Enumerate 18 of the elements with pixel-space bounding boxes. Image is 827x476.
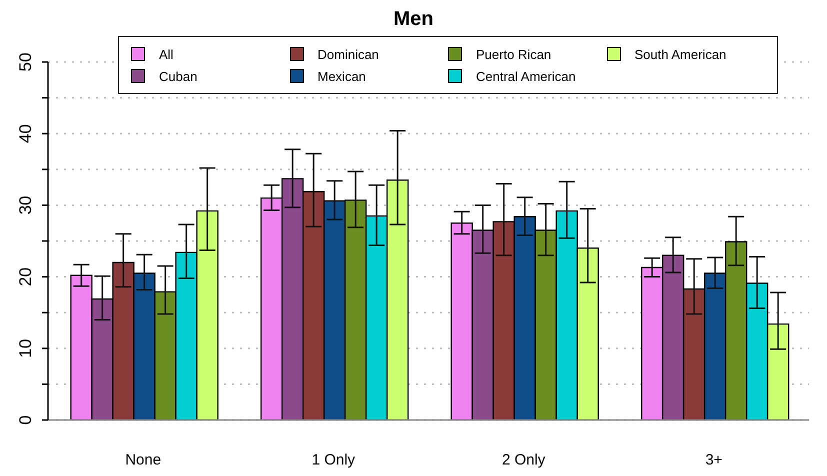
legend-label: Cuban (159, 68, 198, 84)
x-tick-label: 3+ (705, 452, 723, 469)
legend-label: South American (634, 46, 726, 62)
legend-label: Mexican (318, 68, 366, 84)
y-tick-label: 0 (16, 415, 35, 425)
legend-label: Central American (476, 68, 576, 84)
y-tick-label: 10 (16, 338, 35, 358)
y-tick-label: 40 (16, 124, 35, 144)
y-tick-label: 30 (16, 196, 35, 215)
legend-label: Puerto Rican (476, 46, 552, 62)
x-tick-label: 1 Only (312, 452, 356, 469)
legend-label: Dominican (318, 46, 379, 62)
legend-label: All (159, 46, 174, 62)
x-tick-label: None (125, 452, 162, 469)
chart-title: Men (392, 8, 434, 31)
y-tick-label: 50 (16, 52, 35, 72)
y-tick-label: 20 (16, 267, 35, 286)
x-tick-label: 2 Only (502, 452, 546, 469)
